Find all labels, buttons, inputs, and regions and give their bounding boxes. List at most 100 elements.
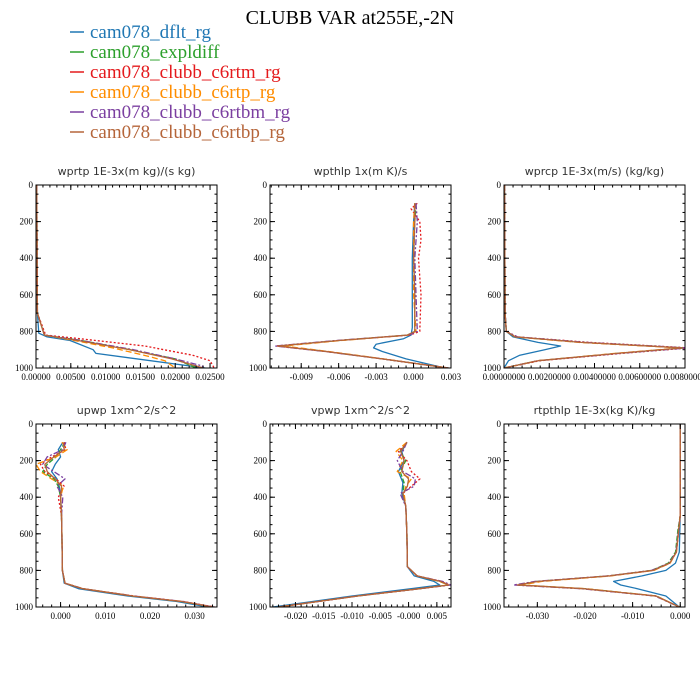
y-tick-label: 200 xyxy=(20,456,34,466)
series-group xyxy=(36,185,215,368)
panel: wpthlp 1x(m K)/s 0 200 400 600 800 1000 -0.009 -… xyxy=(249,165,462,382)
y-tick-label: 600 xyxy=(488,290,502,300)
y-tick-label: 0 xyxy=(263,180,268,190)
series-line xyxy=(42,441,213,607)
panel: vpwp 1xm^2/s^2 0 200 400 600 800 1000 -0.020 -0.… xyxy=(249,404,452,621)
legend-label: cam078_clubb_c6rtbp_rg xyxy=(90,122,285,143)
panel-title: rtpthlp 1E-3x(kg K)/kg xyxy=(534,404,656,417)
y-tick-label: 800 xyxy=(488,565,502,575)
y-tick-label: 800 xyxy=(20,565,34,575)
series-line xyxy=(36,185,215,368)
series-line xyxy=(520,424,681,607)
y-tick-label: 0 xyxy=(29,419,34,429)
legend-entry: cam078_clubb_c6rtm_rg xyxy=(70,62,281,83)
y-tick-label: 1000 xyxy=(15,363,34,373)
y-tick-label: 200 xyxy=(488,456,502,466)
legend-label: cam078_dflt_rg xyxy=(90,22,212,43)
panel: upwp 1xm^2/s^2 0 200 400 600 800 1000 0.000 0.01… xyxy=(15,404,218,621)
series-line xyxy=(516,424,681,607)
legend-label: cam078_clubb_c6rtp_rg xyxy=(90,82,276,103)
x-tick-label: 0.00000000 xyxy=(483,372,526,382)
x-tick-label: -0.009 xyxy=(290,372,314,382)
panel: rtpthlp 1E-3x(kg K)/kg 0 200 400 600 800 1000 -… xyxy=(483,404,691,621)
y-tick-label: 600 xyxy=(488,529,502,539)
series-line xyxy=(39,442,215,607)
series-line xyxy=(36,441,214,607)
series-line xyxy=(272,441,441,607)
series-line xyxy=(36,185,176,368)
x-tick-label: -0.030 xyxy=(526,611,550,621)
plot-frame xyxy=(503,423,686,608)
y-tick-label: 400 xyxy=(488,253,502,263)
x-tick-label: -0.000 xyxy=(397,611,421,621)
series-line xyxy=(36,185,204,368)
series-line xyxy=(42,442,215,607)
figure-title: CLUBB VAR at255E,-2N xyxy=(246,7,455,29)
x-tick-label: 0.000 xyxy=(403,372,424,382)
legend-entry: cam078_clubb_c6rtbp_rg xyxy=(70,122,285,143)
series-line xyxy=(517,424,681,607)
y-tick-label: 600 xyxy=(254,290,268,300)
series-line xyxy=(276,203,449,368)
y-tick-label: 200 xyxy=(254,456,268,466)
y-tick-label: 600 xyxy=(254,529,268,539)
y-tick-label: 400 xyxy=(20,492,34,502)
legend-entry: cam078_dflt_rg xyxy=(70,22,212,43)
y-tick-label: 800 xyxy=(254,326,268,336)
series-group xyxy=(272,441,451,607)
legend-entry: cam078_clubb_c6rtbm_rg xyxy=(70,102,291,123)
series-line xyxy=(36,185,197,368)
legend-entry: cam078_expldiff xyxy=(70,42,220,63)
x-tick-label: 0.02000 xyxy=(161,372,191,382)
x-tick-label: 0.00200000 xyxy=(528,372,571,382)
series-group xyxy=(36,441,215,607)
y-tick-label: 600 xyxy=(20,529,34,539)
legend-label: cam078_clubb_c6rtbm_rg xyxy=(90,102,291,123)
series-line xyxy=(612,424,681,607)
series-line xyxy=(512,424,681,607)
x-tick-label: 0.01500 xyxy=(126,372,156,382)
panel-title: wpthlp 1x(m K)/s xyxy=(314,165,408,178)
series-line xyxy=(36,185,206,368)
y-tick-label: 0 xyxy=(29,180,34,190)
x-tick-label: -0.003 xyxy=(364,372,388,382)
panel-title: upwp 1xm^2/s^2 xyxy=(77,404,177,417)
x-tick-label: 0.010 xyxy=(95,611,116,621)
x-tick-label: 0.00800000 xyxy=(664,372,700,382)
legend-label: cam078_expldiff xyxy=(90,42,220,63)
plot-frame xyxy=(35,184,218,369)
plot-frame xyxy=(269,184,452,369)
y-tick-label: 800 xyxy=(20,326,34,336)
panel-title: wprcp 1E-3x(m/s) (kg/kg) xyxy=(525,165,664,178)
x-tick-label: 0.00500 xyxy=(56,372,86,382)
legend: cam078_dflt_rgcam078_expldiffcam078_club… xyxy=(70,22,291,143)
series-line xyxy=(278,442,451,607)
series-line xyxy=(278,441,449,607)
y-tick-label: 200 xyxy=(20,217,34,227)
x-tick-label: 0.00400000 xyxy=(573,372,616,382)
series-line xyxy=(44,442,214,607)
series-line xyxy=(278,441,450,607)
series-line xyxy=(515,424,681,607)
y-tick-label: 400 xyxy=(488,492,502,502)
y-tick-label: 1000 xyxy=(249,602,268,612)
x-tick-label: 0.000 xyxy=(670,611,691,621)
series-line xyxy=(278,441,450,607)
legend-label: cam078_clubb_c6rtm_rg xyxy=(90,62,281,83)
panels: wprtp 1E-3x(m kg)/(s kg) 0 200 400 600 800 100… xyxy=(15,165,700,621)
x-tick-label: 0.030 xyxy=(185,611,206,621)
y-tick-label: 800 xyxy=(254,565,268,575)
y-tick-label: 400 xyxy=(254,492,268,502)
y-tick-label: 400 xyxy=(254,253,268,263)
series-line xyxy=(504,185,684,368)
y-tick-label: 800 xyxy=(488,326,502,336)
x-tick-label: -0.006 xyxy=(327,372,351,382)
y-tick-label: 400 xyxy=(20,253,34,263)
series-line xyxy=(36,185,204,368)
series-line xyxy=(50,441,209,607)
panel-title: vpwp 1xm^2/s^2 xyxy=(311,404,410,417)
y-tick-label: 0 xyxy=(497,419,502,429)
x-tick-label: 0.005 xyxy=(427,611,448,621)
y-tick-label: 1000 xyxy=(15,602,34,612)
